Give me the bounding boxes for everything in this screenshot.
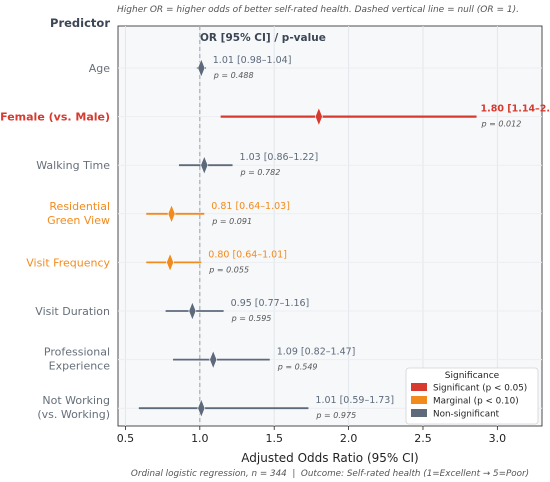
p-value-label: p = 0.091 — [211, 217, 252, 226]
p-value-label: p = 0.012 — [481, 120, 522, 129]
x-tick-label: 2.5 — [414, 432, 432, 445]
chart-footer: Ordinal logistic regression, n = 344 | O… — [131, 469, 529, 479]
legend: Significance Significant (p < 0.05) Margin… — [405, 367, 539, 425]
or-column-header: OR [95% CI] / p-value — [200, 32, 326, 44]
legend-swatch — [411, 383, 427, 391]
predictor-label: Age — [89, 62, 111, 75]
or-ci-label: 1.80 [1.14–2.86] — [481, 104, 550, 115]
or-ci-label: 1.01 [0.59–1.73] — [315, 395, 394, 406]
odds-ratio-marker — [314, 106, 323, 127]
legend-swatch — [411, 396, 427, 404]
or-ci-label: 0.95 [0.77–1.16] — [231, 298, 310, 309]
odds-ratio-marker — [197, 58, 206, 78]
predictor-label: Visit Duration — [35, 305, 110, 318]
forest-row: Age 1.01 [0.98–1.04] p = 0.488 — [89, 55, 292, 80]
plot-area — [117, 25, 543, 427]
x-tick-label: 0.5 — [117, 432, 135, 445]
odds-ratio-marker — [200, 155, 209, 176]
p-value-label: p = 0.549 — [277, 363, 318, 372]
legend-entry-label: Non-significant — [433, 410, 500, 420]
forest-row: Professional Experience 1.09 [0.82–1.47] p … — [44, 346, 355, 373]
odds-ratio-marker — [167, 203, 176, 224]
odds-ratio-marker — [166, 252, 174, 273]
p-value-label: p = 0.975 — [315, 411, 356, 420]
forest-row: Visit Frequency 0.80 [0.64–1.01] p = 0.055 — [26, 249, 287, 274]
legend-swatch — [411, 409, 427, 417]
or-ci-label: 1.01 [0.98–1.04] — [213, 55, 292, 66]
predictor-label: Female (vs. Male) — [0, 111, 110, 124]
forest-row: Female (vs. Male) 1.80 [1.14–2.86] p = 0.0… — [0, 104, 550, 129]
p-value-label: p = 0.488 — [213, 71, 254, 80]
odds-ratio-marker — [197, 398, 206, 419]
x-axis-label: Adjusted Odds Ratio (95% CI) — [241, 451, 418, 465]
p-value-label: p = 0.782 — [240, 168, 281, 177]
or-ci-label: 1.03 [0.86–1.22] — [240, 152, 319, 163]
x-tick-label: 3.0 — [489, 432, 507, 445]
forest-row: Walking Time 1.03 [0.86–1.22] p = 0.782 — [36, 152, 318, 177]
predictor-label: Visit Frequency — [26, 256, 110, 269]
legend-entry-label: Significant (p < 0.05) — [433, 384, 527, 394]
predictor-label: Walking Time — [36, 159, 110, 172]
forest-row: Visit Duration 0.95 [0.77–1.16] p = 0.595 — [35, 298, 309, 323]
odds-ratio-marker — [188, 301, 197, 321]
x-tick-label: 1.5 — [265, 432, 283, 445]
p-value-label: p = 0.595 — [231, 314, 272, 323]
forest-rows: Age 1.01 [0.98–1.04] p = 0.488 Female (vs. … — [0, 55, 550, 421]
or-ci-label: 1.09 [0.82–1.47] — [277, 347, 356, 358]
odds-ratio-marker — [209, 349, 218, 370]
p-value-label: p = 0.055 — [208, 265, 249, 274]
forest-row: Not Working (vs. Working) 1.01 [0.59–1.73]… — [37, 394, 394, 421]
predictor-column-header: Predictor — [50, 16, 110, 30]
legend-entry-label: Marginal (p < 0.10) — [433, 397, 519, 407]
legend-title: Significance — [445, 371, 500, 381]
chart-subtitle: Higher OR = higher odds of better self-r… — [117, 5, 519, 15]
predictor-label: Residential Green View — [47, 200, 110, 227]
x-axis: 0.5 1.0 1.5 2.0 2.5 3.0 — [117, 426, 506, 445]
x-tick-label: 2.0 — [340, 432, 358, 445]
forest-row: Residential Green View 0.81 [0.64–1.03] p =… — [47, 200, 290, 227]
x-tick-label: 1.0 — [191, 432, 209, 445]
predictor-label: Not Working (vs. Working) — [37, 394, 110, 421]
or-ci-label: 0.81 [0.64–1.03] — [211, 201, 290, 212]
or-ci-label: 0.80 [0.64–1.01] — [208, 249, 287, 260]
predictor-label: Professional Experience — [44, 346, 110, 373]
legend-box — [405, 367, 539, 425]
